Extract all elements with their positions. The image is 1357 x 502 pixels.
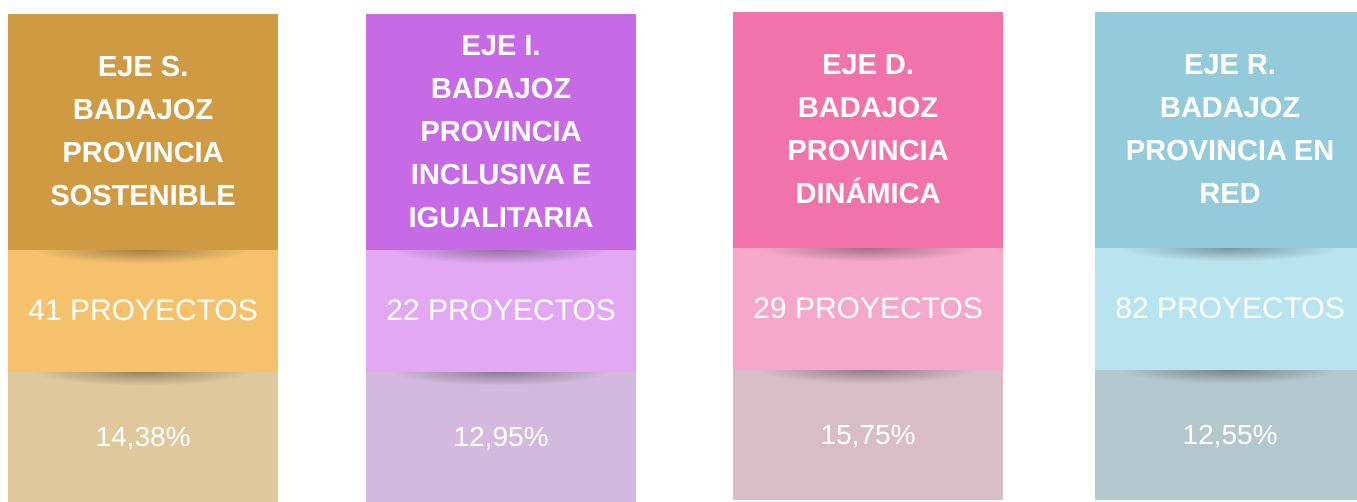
- axis-card: EJE D. BADAJOZ PROVINCIA DINÁMICA 29 PROYECT…: [733, 12, 1003, 500]
- projects-count: 29 PROYECTOS: [753, 292, 983, 325]
- projects-count: 82 PROYECTOS: [1115, 292, 1345, 325]
- projects-count: 41 PROYECTOS: [28, 294, 258, 327]
- shadow: [391, 372, 611, 386]
- title-line: EJE D.: [822, 49, 914, 81]
- title-line: RED: [1199, 178, 1261, 210]
- percentage-value: 15,75%: [820, 419, 916, 450]
- percentage-band: 15,75%: [733, 370, 1003, 500]
- card-header: EJE R. BADAJOZ PROVINCIA EN RED: [1095, 12, 1357, 248]
- percentage-value: 14,38%: [95, 421, 191, 452]
- percentage-band: 14,38%: [8, 372, 278, 502]
- percentage-value: 12,55%: [1182, 419, 1278, 450]
- projects-band: 22 PROYECTOS: [366, 250, 636, 372]
- title-line: BADAJOZ: [430, 72, 572, 105]
- title-line: BADAJOZ: [1159, 92, 1301, 124]
- card-header: EJE D. BADAJOZ PROVINCIA DINÁMICA: [733, 12, 1003, 248]
- shadow: [758, 248, 978, 262]
- percentage-band: 12,55%: [1095, 370, 1357, 500]
- percentage-band: 12,95%: [366, 372, 636, 502]
- shadow: [33, 372, 253, 386]
- shadow: [1120, 370, 1340, 384]
- title-line: PROVINCIA EN: [1125, 135, 1335, 167]
- axis-card: EJE S. BADAJOZ PROVINCIA SOSTENIBLE 41 PROYE…: [8, 14, 278, 502]
- title-line: SOSTENIBLE: [50, 180, 236, 212]
- title-line: INCLUSIVA E: [410, 158, 592, 191]
- title-line: EJE R.: [1184, 49, 1276, 81]
- shadow: [391, 250, 611, 264]
- projects-band: 82 PROYECTOS: [1095, 248, 1357, 370]
- projects-band: 41 PROYECTOS: [8, 250, 278, 372]
- title-line: DINÁMICA: [795, 178, 941, 210]
- shadow: [1120, 248, 1340, 262]
- title-line: BADAJOZ: [797, 92, 939, 124]
- title-line: PROVINCIA: [787, 135, 949, 167]
- shadow: [33, 250, 253, 264]
- projects-band: 29 PROYECTOS: [733, 248, 1003, 370]
- title-line: EJE S.: [97, 51, 189, 83]
- card-header: EJE S. BADAJOZ PROVINCIA SOSTENIBLE: [8, 14, 278, 250]
- card-header: EJE I. BADAJOZ PROVINCIA INCLUSIVA E IGUALIT…: [366, 14, 636, 250]
- title-line: EJE I.: [461, 29, 541, 62]
- title-line: PROVINCIA: [420, 115, 582, 148]
- projects-count: 22 PROYECTOS: [386, 294, 616, 327]
- title-line: BADAJOZ: [72, 94, 214, 126]
- title-line: IGUALITARIA: [408, 201, 594, 234]
- title-line: PROVINCIA: [62, 137, 224, 169]
- axis-card: EJE R. BADAJOZ PROVINCIA EN RED 82 PROYECTOS…: [1095, 12, 1357, 500]
- percentage-value: 12,95%: [453, 421, 549, 452]
- shadow: [758, 370, 978, 384]
- axis-card: EJE I. BADAJOZ PROVINCIA INCLUSIVA E IGUALIT…: [366, 14, 636, 502]
